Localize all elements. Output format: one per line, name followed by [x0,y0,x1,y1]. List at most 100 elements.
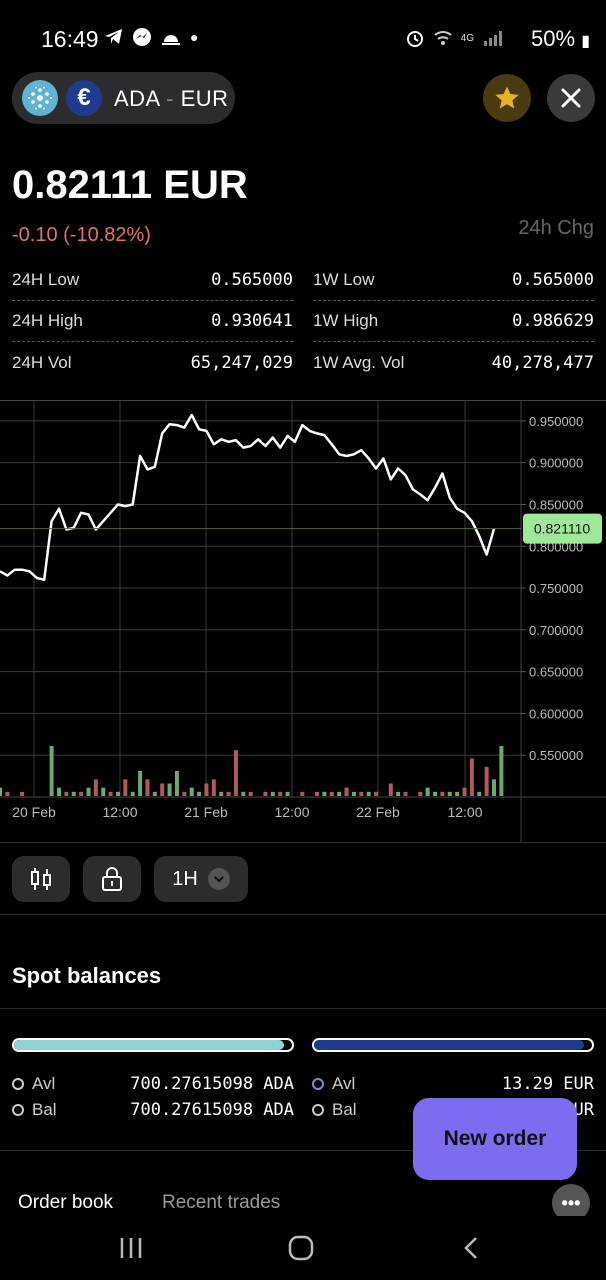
interval-label: 1H [172,867,198,890]
price-change: -0.10 (-10.82%) [12,224,151,246]
back-button[interactable] [451,1232,491,1264]
euro-icon: € [66,80,102,116]
price-chart[interactable]: 0.9500000.9000000.8500000.8000000.750000… [0,400,606,842]
volume-bar [86,787,91,796]
x-tick-label: 12:00 [274,804,309,820]
dot-icon: ● [190,29,199,45]
lock-chart-button[interactable] [83,856,141,902]
volume-bar [241,791,246,796]
back-icon [464,1237,477,1259]
more-icon: ••• [561,1192,581,1213]
battery-icon: ▮ [581,33,590,50]
volume-bar [388,783,393,796]
pair-selector[interactable]: € ADA - EUR [12,72,235,124]
more-options-button[interactable]: ••• [552,1184,590,1222]
volume-bar [433,791,438,796]
volume-bar [403,791,408,796]
volume-bar [49,746,54,796]
volume-bar [425,787,430,796]
star-icon [495,86,519,109]
volume-bar [211,779,216,796]
radio-dot-icon [312,1104,324,1116]
pair-name: ADA - EUR [114,86,229,112]
eur-balance-bar [312,1038,594,1052]
stat-value: 65,247,029 [190,352,293,373]
tab-recent-trades[interactable]: Recent trades [162,1192,281,1213]
ada-balance-bar [12,1038,294,1052]
stat-label: 1W Low [313,270,375,289]
stat-24h-vol: 24H Vol 65,247,029 [12,342,293,383]
stat-value: 0.565000 [512,270,594,290]
volume-bar [108,791,113,796]
wifi-icon [433,31,452,45]
volume-bar [462,787,467,796]
balance-label: Bal [32,1100,57,1119]
radio-dot-icon [12,1078,24,1090]
favorite-button[interactable] [483,74,531,122]
pair-quote: EUR [180,86,229,111]
chart-type-button[interactable] [12,856,70,902]
book-tabs: Order book Recent trades [0,1192,606,1214]
volume-bar [366,791,371,796]
stat-1w-low: 1W Low 0.565000 [313,260,594,301]
stat-label: 24H Vol [12,352,72,372]
current-price-label: 0.821110 [534,521,591,537]
volume-bar [138,771,143,796]
stat-value: 0.930641 [211,311,293,331]
recent-apps-button[interactable] [111,1232,151,1264]
y-tick-label: 0.700000 [529,623,583,638]
volume-bar [499,746,504,796]
volume-bar [167,783,172,796]
current-price-tag [523,513,602,544]
stats-row: 24H High 0.930641 1W High 0.986629 [12,301,594,342]
home-button[interactable] [281,1232,321,1264]
y-tick-label: 0.550000 [529,748,583,763]
volume-bar [79,791,84,796]
tab-order-book[interactable]: Order book [18,1192,114,1213]
y-tick-label: 0.650000 [529,665,583,680]
y-tick-label: 0.850000 [529,497,583,512]
section-divider [0,1150,606,1151]
status-bar: 16:49 ● 4G 50% ▮ [0,0,606,66]
volume-bar [197,791,202,796]
volume-bar [440,791,445,796]
x-tick-label: 12:00 [447,804,482,820]
new-order-button[interactable]: New order [413,1098,577,1180]
home-icon [288,1235,314,1261]
radio-dot-icon [12,1104,24,1116]
chart-divider [0,842,606,843]
radio-dot-icon [312,1078,324,1090]
volume-bar [374,791,379,796]
volume-bar [56,787,61,796]
volume-bar [492,779,496,796]
volume-bar [182,791,187,796]
volume-bar [285,791,290,796]
price-line [0,413,496,581]
stats-row: 24H Low 0.565000 1W Low 0.565000 [12,260,594,301]
close-icon [561,88,581,108]
pair-separator: - [166,86,174,111]
y-tick-label: 0.750000 [529,581,583,596]
volume-bar [278,791,283,796]
stat-value: 0.986629 [512,311,594,331]
volume-bar [315,791,320,796]
eur-available-row: Avl 13.29 EUR [312,1074,594,1094]
close-button[interactable] [547,74,595,122]
interval-selector[interactable]: 1H [154,856,248,902]
volume-bar [130,791,135,796]
stat-1w-avg-vol: 1W Avg. Vol 40,278,477 [313,342,594,383]
candlestick-icon [31,868,51,890]
weather-icon [162,35,180,45]
volume-bar [189,787,194,796]
volume-bar [351,791,356,796]
market-stats: 24H Low 0.565000 1W Low 0.565000 24H High 0… [12,260,594,383]
balance-label: Avl [332,1074,356,1093]
last-price: 0.82111 EUR [12,163,248,207]
volume-bar [263,791,268,796]
ada-balance-fill [14,1040,284,1050]
volume-bar [123,779,128,796]
x-tick-label: 20 Feb [12,804,56,820]
y-tick-label: 0.950000 [529,414,583,429]
volume-bar [418,791,423,796]
volume-bar [322,791,327,796]
